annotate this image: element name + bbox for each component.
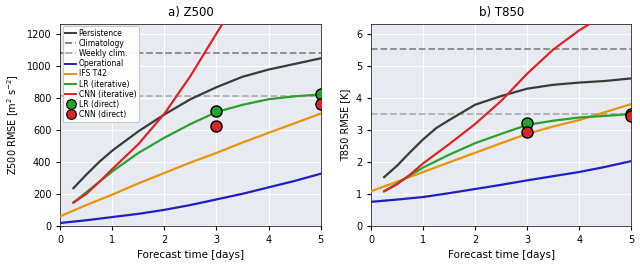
Title: a) Z500: a) Z500	[168, 6, 213, 19]
Title: b) T850: b) T850	[479, 6, 524, 19]
Y-axis label: Z500 RMSE [m$^2$ s$^{-2}$]: Z500 RMSE [m$^2$ s$^{-2}$]	[6, 74, 21, 175]
X-axis label: Forecast time [days]: Forecast time [days]	[447, 251, 555, 260]
X-axis label: Forecast time [days]: Forecast time [days]	[137, 251, 244, 260]
Y-axis label: T850 RMSE [K]: T850 RMSE [K]	[340, 89, 350, 161]
Legend: Persistence, Climatology, Weekly clim., Operational, IFS T42, LR (iterative), CN: Persistence, Climatology, Weekly clim., …	[63, 26, 139, 122]
